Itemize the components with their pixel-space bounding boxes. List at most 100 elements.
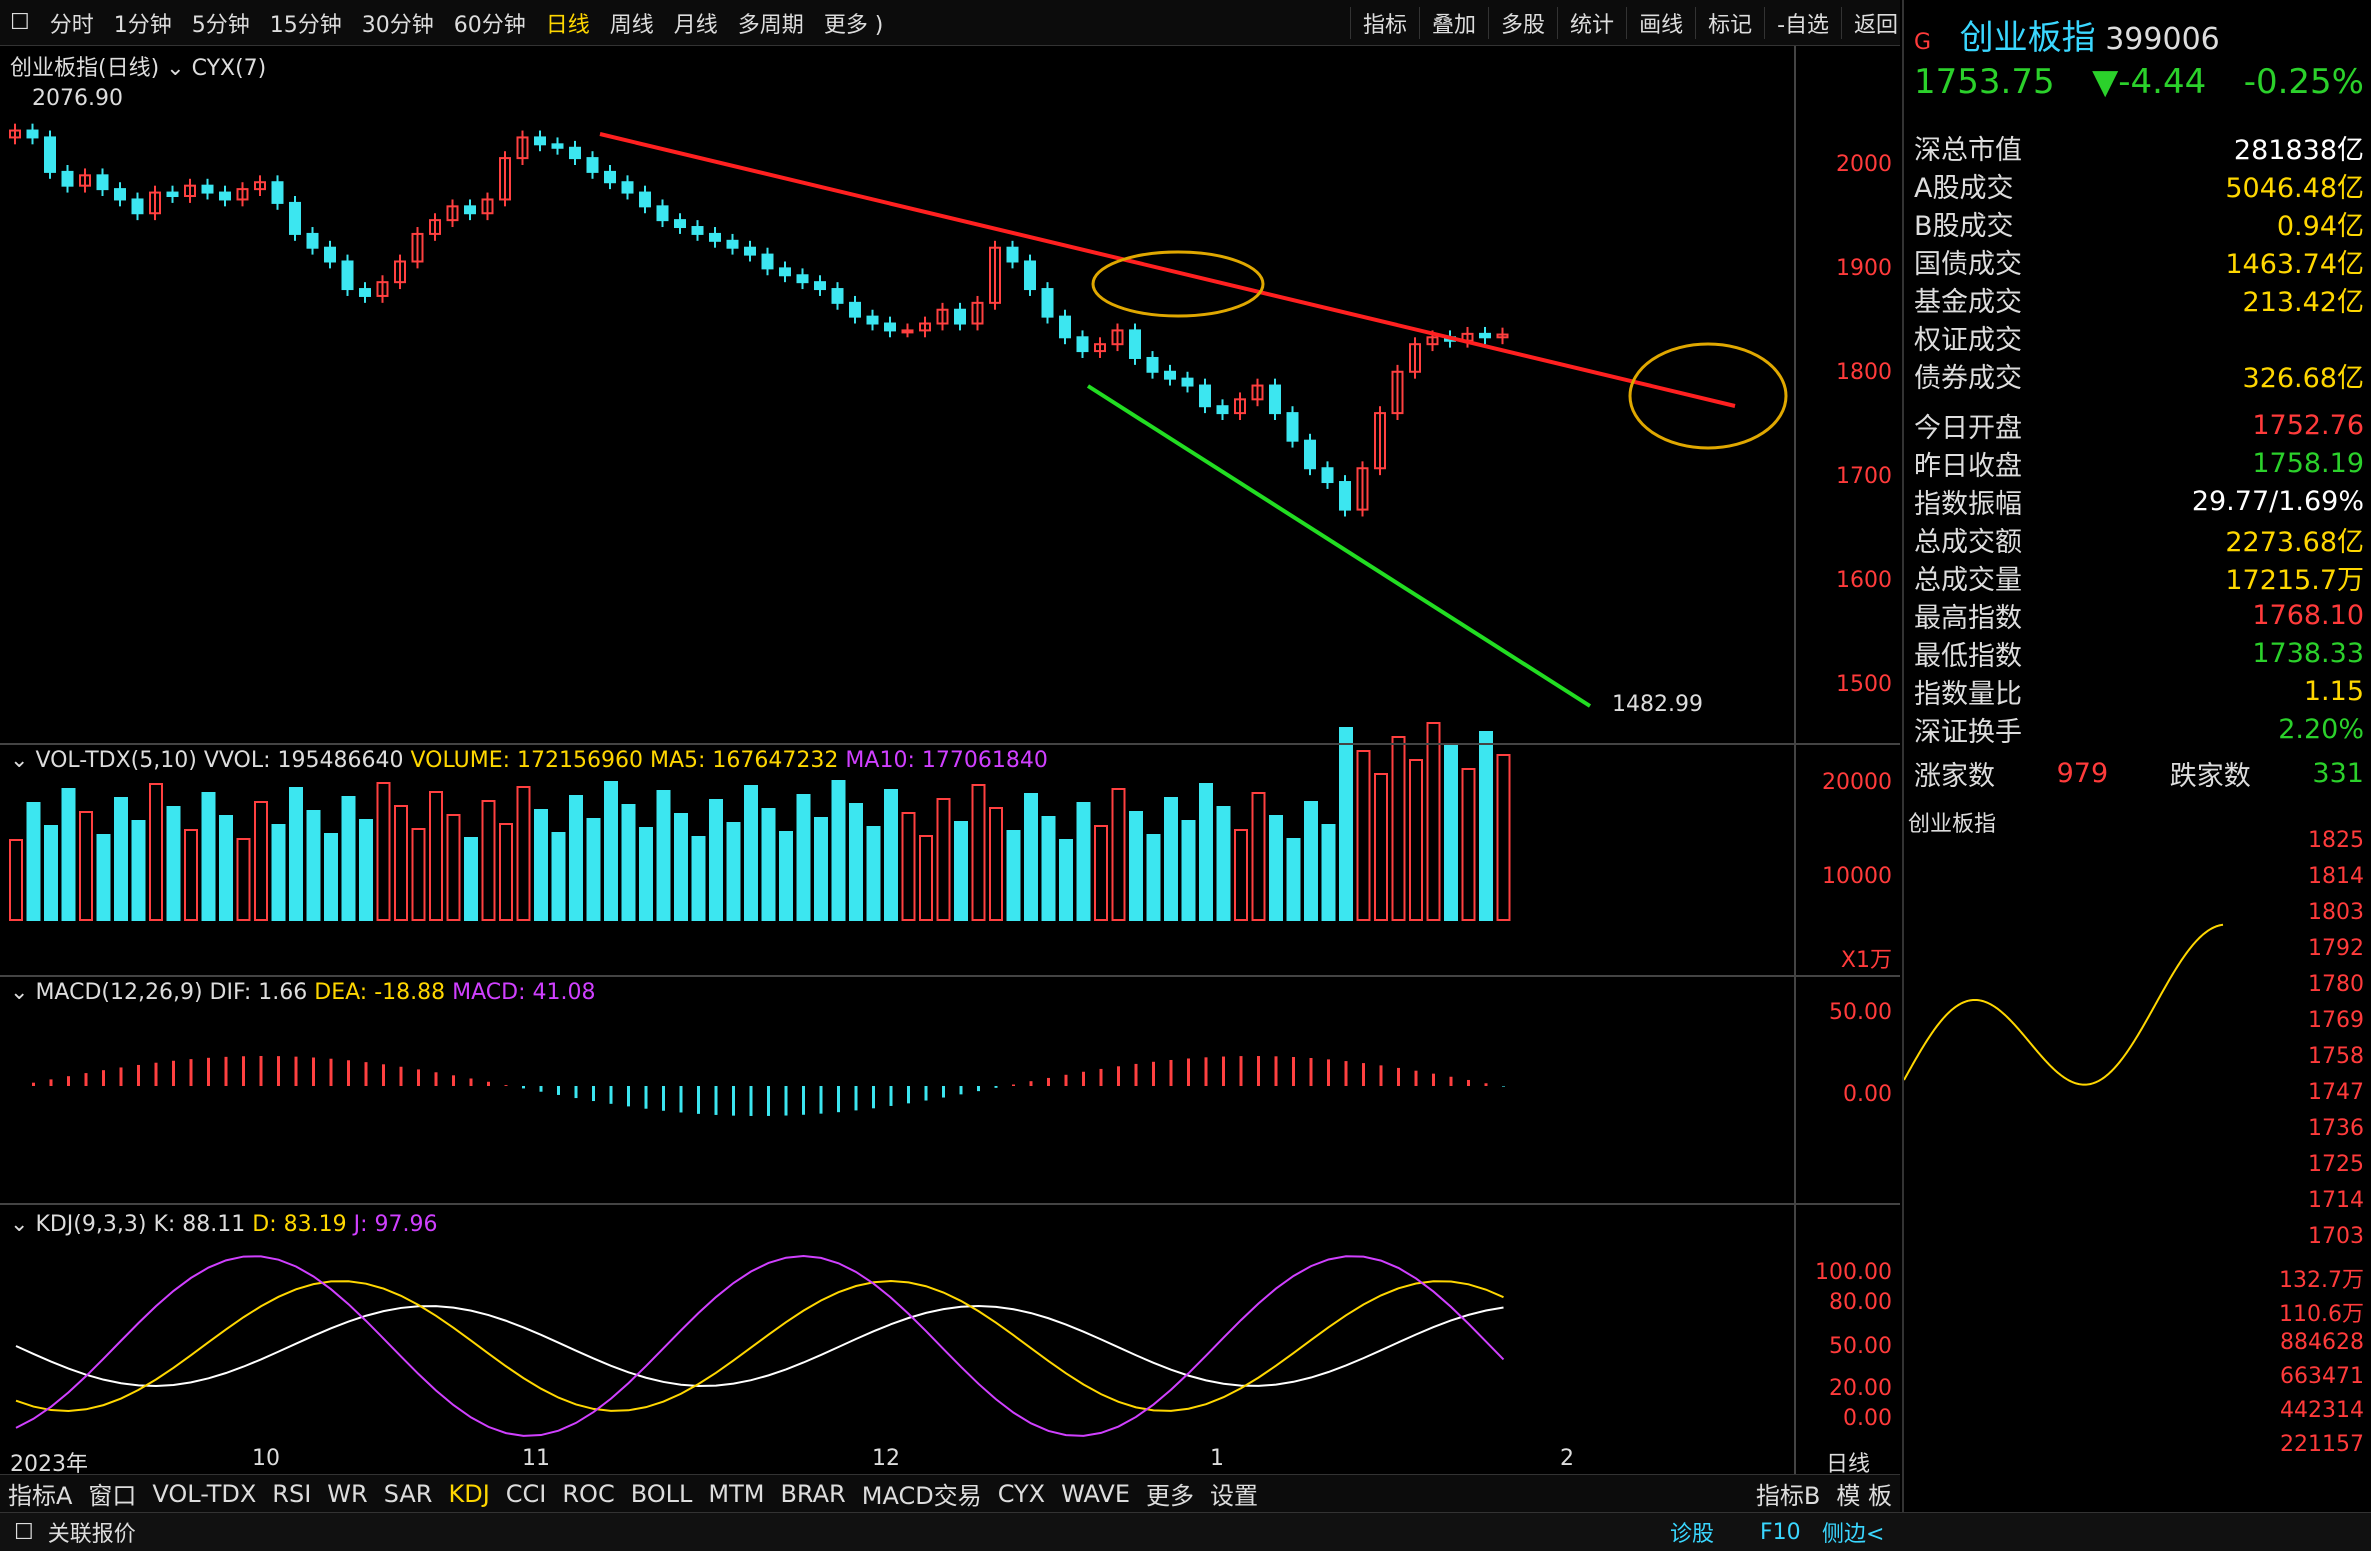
tab-multi[interactable]: 多周期 <box>737 12 804 38</box>
volume-bar <box>236 838 251 921</box>
indicator-tab[interactable]: WAVE <box>1061 1479 1131 1508</box>
template-tab[interactable]: 模 板 <box>1836 1482 1892 1510</box>
mini-tick: 1714 <box>2308 1188 2364 1213</box>
tab-more[interactable]: 更多 ) <box>823 12 884 38</box>
tab-60min[interactable]: 60分钟 <box>453 12 526 38</box>
volume-bar <box>866 826 881 921</box>
volume-bar <box>919 835 933 921</box>
btn-multistock[interactable]: 多股 <box>1488 7 1557 39</box>
tab-30min[interactable]: 30分钟 <box>361 12 434 38</box>
indicator-tab[interactable]: 更多 <box>1146 1482 1195 1510</box>
volume-bar <box>1321 824 1336 921</box>
candle <box>779 267 791 277</box>
candle <box>481 198 494 215</box>
volume-bar <box>359 819 373 921</box>
btn-overlay[interactable]: 叠加 <box>1419 7 1488 39</box>
btn-indicator[interactable]: 指标 <box>1350 7 1419 39</box>
candle <box>919 322 931 332</box>
kdj-tick: 50.00 <box>1829 1334 1892 1359</box>
intraday-chart[interactable] <box>1904 830 2264 1490</box>
indicator-tab[interactable]: CCI <box>505 1479 547 1508</box>
candle <box>534 136 546 146</box>
mini-tick: 1703 <box>2308 1224 2364 1249</box>
btn-watchlist[interactable]: -自选 <box>1764 7 1841 39</box>
highlight-circle <box>1091 250 1265 318</box>
f10-button[interactable]: F10 <box>1760 1519 1801 1545</box>
volume-bar <box>1146 834 1161 921</box>
btn-mark[interactable]: 标记 <box>1695 7 1764 39</box>
indicator-tab[interactable]: CYX <box>997 1479 1046 1508</box>
indicator-tab[interactable]: 设置 <box>1210 1482 1259 1510</box>
stat-value: 17215.7万 <box>2225 564 2364 596</box>
volume-bar <box>761 808 776 921</box>
indicator-tab[interactable]: KDJ <box>448 1479 490 1508</box>
indicator-tab[interactable]: MACD交易 <box>861 1482 982 1510</box>
menu-icon[interactable]: ☐ <box>10 10 30 35</box>
indicator-tab[interactable]: ROC <box>562 1479 615 1508</box>
candle <box>1041 288 1054 318</box>
stat-value: 2273.68亿 <box>2225 526 2364 558</box>
mini-vol-tick: 132.7万 <box>2279 1268 2364 1293</box>
candle <box>1479 332 1491 339</box>
stat-value: 1758.19 <box>2252 447 2364 479</box>
volume-bar <box>551 832 566 921</box>
mini-vol-tick: 110.6万 <box>2279 1302 2364 1327</box>
indicator-tab[interactable]: SAR <box>383 1479 433 1508</box>
stat-label: 昨日收盘 <box>1914 450 2022 482</box>
chart-area[interactable] <box>0 46 1900 1474</box>
tab-fenshi[interactable]: 分时 <box>49 12 94 38</box>
volume-bar <box>1024 793 1038 921</box>
stat-label: 基金成交 <box>1914 286 2022 318</box>
stat-label: 今日开盘 <box>1914 412 2022 444</box>
macd-tick: 50.00 <box>1829 1000 1892 1025</box>
btn-back[interactable]: 返回 <box>1841 7 1910 39</box>
candle <box>674 219 686 229</box>
indicator-tab[interactable]: BRAR <box>780 1479 846 1508</box>
tab-monthly[interactable]: 月线 <box>673 12 718 38</box>
stat-row: 总成交量 17215.7万 <box>1914 558 2364 596</box>
candle <box>149 191 161 215</box>
volume-bar <box>149 783 163 921</box>
tab-1min[interactable]: 1分钟 <box>113 12 172 38</box>
diag-button[interactable]: 诊股 <box>1670 1522 1715 1547</box>
indicator-tab[interactable]: MTM <box>708 1479 765 1508</box>
link-icon[interactable]: ☐ <box>14 1519 34 1545</box>
candle <box>1199 384 1211 408</box>
tab-daily[interactable]: 日线 <box>545 12 590 38</box>
volume-bar <box>446 814 461 921</box>
mini-tick: 1736 <box>2308 1116 2364 1141</box>
candle <box>971 301 984 325</box>
volume-bar <box>26 802 41 921</box>
indicator-tab[interactable]: WR <box>327 1479 368 1508</box>
x-period: 日线 <box>1826 1452 1871 1477</box>
indicator-tab[interactable]: 窗口 <box>88 1482 137 1510</box>
mini-vol-tick: 884628 <box>2280 1330 2364 1355</box>
candle <box>1321 467 1334 484</box>
sidebar-toggle[interactable]: 侧边< <box>1822 1522 1885 1547</box>
candle <box>796 274 809 284</box>
template-tab[interactable]: 指标B <box>1755 1482 1821 1510</box>
stat-label: 深总市值 <box>1914 134 2022 166</box>
indicator-tab[interactable]: RSI <box>272 1479 312 1508</box>
stat-label: 国债成交 <box>1914 248 2022 280</box>
y-tick: 2000 <box>1836 152 1892 177</box>
tab-weekly[interactable]: 周线 <box>609 12 654 38</box>
volume-bar <box>96 834 111 921</box>
candle <box>464 205 476 215</box>
breadth-row: 涨家数 979 跌家数 331 <box>1914 758 2364 792</box>
candle <box>551 143 564 149</box>
period-toolbar: ☐ 分时 1分钟 5分钟 15分钟 30分钟 60分钟 日线 周线 月线 多周期… <box>0 0 1900 46</box>
volume-bar <box>1409 759 1423 921</box>
tab-5min[interactable]: 5分钟 <box>191 12 250 38</box>
btn-draw[interactable]: 画线 <box>1626 7 1695 39</box>
indicator-tab[interactable]: BOLL <box>630 1479 693 1508</box>
candle <box>1181 377 1194 387</box>
tab-15min[interactable]: 15分钟 <box>269 12 342 38</box>
status-bar: ☐ 关联报价 诊股 F10 侧边< <box>0 1512 2371 1551</box>
indicator-tab[interactable]: VOL-TDX <box>152 1479 257 1508</box>
related-quote[interactable]: 关联报价 <box>47 1522 136 1547</box>
indicator-tab[interactable]: 指标A <box>8 1482 73 1510</box>
stat-label: 深证换手 <box>1914 716 2022 748</box>
stat-value: 1768.10 <box>2252 599 2364 631</box>
btn-stats[interactable]: 统计 <box>1557 7 1626 39</box>
